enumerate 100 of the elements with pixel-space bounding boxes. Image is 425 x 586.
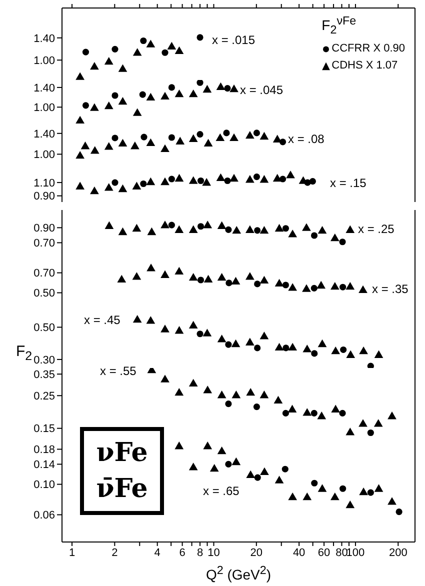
point	[188, 378, 198, 387]
point	[117, 274, 126, 283]
point	[146, 264, 156, 272]
point	[160, 92, 170, 100]
point	[318, 226, 327, 234]
y-tick-label: 1.00	[34, 55, 55, 68]
point	[160, 270, 170, 278]
point	[174, 266, 184, 275]
point	[272, 174, 282, 182]
point	[331, 346, 340, 354]
annotation: x = .45	[84, 313, 120, 327]
annotation: x = .08	[288, 132, 324, 146]
point	[188, 225, 198, 233]
y-tick-label: 0.10	[34, 479, 55, 492]
y-tick-label: 1.00	[34, 102, 55, 114]
point	[288, 283, 298, 291]
point	[132, 108, 142, 116]
point	[202, 178, 211, 186]
point	[245, 175, 254, 183]
y-tick-label: 1.40	[34, 32, 55, 45]
y-tick-label: 0.25	[34, 390, 55, 403]
point	[260, 276, 269, 284]
point	[104, 221, 114, 229]
x-tick-label: 40	[292, 546, 306, 559]
y-tick-label: 0.30	[34, 354, 55, 366]
point	[346, 282, 355, 290]
point	[132, 272, 142, 280]
point	[174, 174, 184, 182]
point	[160, 177, 170, 186]
point	[260, 226, 269, 234]
annotation: x = .55	[100, 364, 136, 378]
point	[346, 225, 355, 233]
annotation: x = .65	[203, 484, 240, 498]
point	[217, 273, 226, 281]
point	[331, 404, 340, 412]
point	[245, 338, 254, 346]
point	[217, 390, 226, 398]
point	[216, 173, 226, 182]
point	[118, 96, 128, 105]
point	[146, 177, 156, 186]
y-tick-label: 0.14	[34, 459, 55, 472]
point	[147, 227, 156, 236]
point	[346, 350, 356, 358]
y-tick-label: 0.90	[34, 190, 55, 203]
point	[174, 388, 184, 396]
x-tick-label: 80	[336, 546, 348, 559]
point	[288, 342, 298, 351]
point	[232, 226, 242, 234]
point	[286, 170, 295, 178]
point	[104, 183, 114, 191]
point	[90, 103, 99, 111]
annotation: ν̄Fe	[95, 473, 149, 506]
x-tick-label: 4	[154, 546, 160, 559]
y-tick-label: 0.50	[34, 288, 55, 300]
point	[188, 89, 198, 98]
point	[104, 101, 114, 110]
point	[160, 374, 170, 382]
annotation: x = .25	[358, 222, 394, 236]
point	[302, 408, 312, 416]
point	[216, 82, 226, 90]
point	[217, 221, 226, 229]
point	[288, 404, 297, 412]
point	[202, 328, 212, 336]
point	[316, 280, 326, 289]
annotation: νFe	[95, 437, 149, 470]
x-tick-label: 6	[179, 546, 186, 559]
point	[232, 390, 241, 398]
x-tick-label: 10	[208, 546, 220, 559]
point	[132, 314, 142, 323]
point	[288, 230, 298, 238]
point	[132, 182, 142, 190]
legend-label: CCFRR X 0.90	[332, 42, 405, 57]
point	[374, 350, 384, 358]
point	[174, 225, 184, 233]
x-tick-label: 100	[346, 546, 365, 559]
x-tick-label: 60	[318, 546, 330, 559]
point	[388, 412, 396, 420]
y-tick-label: 0.35	[34, 369, 55, 382]
y-tick-label: 0.18	[34, 444, 55, 456]
point	[160, 220, 170, 228]
point	[160, 324, 170, 332]
legend-label: CDHS X 1.07	[332, 58, 398, 74]
point	[132, 224, 142, 232]
point	[231, 276, 240, 285]
point	[260, 175, 269, 183]
y-tick-label: 0.06	[34, 510, 55, 522]
point	[374, 419, 383, 427]
point	[188, 176, 198, 184]
point	[230, 84, 238, 92]
point	[245, 225, 254, 233]
point	[317, 412, 326, 420]
point	[274, 224, 284, 232]
annotation: x = .35	[372, 282, 408, 296]
point	[274, 396, 283, 404]
annotation: x = .015	[212, 33, 256, 47]
point	[274, 278, 284, 287]
point	[330, 282, 340, 290]
x-tick-label: 8	[196, 546, 204, 559]
point	[90, 186, 99, 194]
point	[245, 272, 254, 280]
